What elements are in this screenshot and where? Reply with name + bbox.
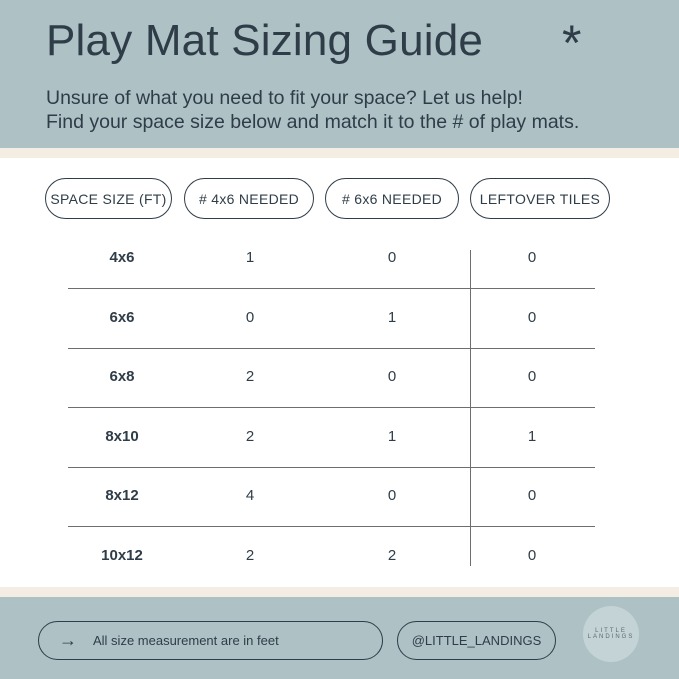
row-space-size: 4x6	[109, 249, 135, 266]
row-space-size: 6x8	[109, 368, 135, 386]
table-cell: 2	[245, 547, 255, 564]
brand-logo: LITTLE LANDINGS	[583, 606, 639, 662]
subtitle-line-1: Unsure of what you need to fit your spac…	[46, 87, 523, 109]
table-cell: 0	[527, 547, 537, 564]
row-space-size: 8x10	[105, 427, 139, 445]
logo-text: LITTLE	[595, 628, 627, 634]
table-cell: 2	[245, 368, 255, 386]
column-header-leftover: LEFTOVER TILES	[470, 178, 610, 219]
table-cell: 0	[245, 308, 255, 326]
table-cell: 0	[527, 249, 537, 266]
row-divider	[68, 526, 595, 528]
table-cell: 1	[387, 427, 397, 445]
units-note-text: All size measurement are in feet	[93, 633, 279, 648]
row-space-size: 8x12	[105, 487, 139, 505]
row-space-size: 6x6	[109, 308, 135, 326]
table-cell: 2	[387, 547, 397, 564]
table-cell: 0	[527, 308, 537, 326]
row-divider	[68, 347, 595, 349]
divider-band	[0, 587, 679, 597]
table-cell: 1	[527, 427, 537, 445]
header-panel	[0, 0, 679, 148]
table-cell: 1	[245, 249, 255, 266]
table-cell: 4	[245, 487, 255, 505]
divider-band	[0, 148, 679, 158]
asterisk-icon: *	[562, 15, 582, 71]
units-note: → All size measurement are in feet	[38, 621, 383, 660]
table-cell: 0	[387, 487, 397, 505]
logo-text: LANDINGS	[587, 634, 635, 640]
arrow-right-icon: →	[59, 630, 77, 650]
row-divider	[68, 407, 595, 409]
row-divider	[68, 466, 595, 468]
row-space-size: 10x12	[101, 547, 143, 564]
social-handle: @LITTLE_LANDINGS	[397, 621, 556, 660]
table-cell: 0	[387, 368, 397, 386]
table-cell: 1	[387, 308, 397, 326]
column-header-4x6: # 4x6 NEEDED	[184, 178, 314, 219]
row-divider	[68, 288, 595, 289]
page-title: Play Mat Sizing Guide	[46, 16, 484, 65]
footer-panel	[0, 597, 679, 679]
table-cell: 0	[527, 487, 537, 505]
table-cell: 0	[387, 249, 397, 266]
table-cell: 2	[245, 427, 255, 445]
column-header-6x6: # 6x6 NEEDED	[325, 178, 459, 219]
column-divider	[470, 250, 471, 566]
subtitle: Unsure of what you need to fit your spac…	[46, 86, 579, 134]
table-cell: 0	[527, 368, 537, 386]
subtitle-line-2: Find your space size below and match it …	[46, 111, 580, 133]
column-header-space-size: SPACE SIZE (FT)	[45, 178, 172, 219]
